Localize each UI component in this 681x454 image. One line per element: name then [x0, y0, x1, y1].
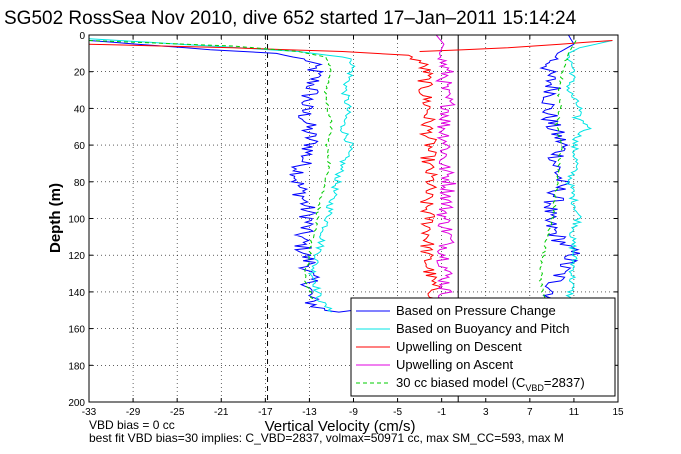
y-tick-label: 0 — [79, 31, 85, 42]
y-tick-label: 20 — [74, 68, 86, 79]
legend-label-ascent: Upwelling on Ascent — [396, 357, 513, 372]
series-line-2-panel-0 — [89, 43, 442, 302]
series-line-4-panel-1 — [538, 40, 577, 302]
y-tick-label: 140 — [68, 288, 85, 299]
legend-label-model: 30 cc biased model (CVBD=2837) — [396, 375, 585, 393]
x-axis-label: Vertical Velocity (cm/s) — [265, 418, 416, 435]
annotation-best-fit: best fit VBD bias=30 implies: C_VBD=2837… — [89, 431, 564, 445]
x-tick-label: -9 — [349, 407, 358, 418]
series-line-1-panel-0 — [89, 38, 356, 313]
legend-label-buoyancy: Based on Buoyancy and Pitch — [396, 321, 569, 336]
chart-title: SG502 RossSea Nov 2010, dive 652 started… — [4, 8, 577, 29]
y-tick-label: 60 — [74, 141, 86, 152]
series-line-4-panel-0 — [89, 40, 333, 302]
x-tick-label: -29 — [126, 407, 141, 418]
annotation-vbd-bias: VBD bias = 0 cc — [89, 418, 175, 432]
x-tick-label: 7 — [527, 407, 533, 418]
legend-box — [350, 297, 616, 397]
x-tick-label: -5 — [393, 407, 402, 418]
x-tick-label: 15 — [612, 407, 624, 418]
y-tick-label: 200 — [68, 398, 85, 409]
series-group — [89, 35, 613, 313]
y-tick-label: 160 — [68, 325, 85, 336]
y-tick-label: 100 — [68, 215, 85, 226]
legend-label-pressure: Based on Pressure Change — [396, 303, 556, 318]
x-tick-label: -13 — [302, 407, 317, 418]
x-tick-label: -1 — [437, 407, 446, 418]
x-tick-label: 3 — [483, 407, 489, 418]
y-axis-label: Depth (m) — [47, 183, 64, 253]
y-tick-label: 40 — [74, 104, 86, 115]
y-tick-label: 120 — [68, 251, 85, 262]
series-line-3-panel-0 — [434, 35, 457, 308]
x-tick-label: -25 — [170, 407, 185, 418]
series-line-2-panel-1 — [419, 40, 613, 52]
tick-labels: -33 -29 -25 -21 -17 -13 -9 -5 -1 3 7 11 150204060801… — [68, 31, 624, 418]
x-tick-label: -33 — [82, 407, 97, 418]
grid — [89, 35, 618, 402]
series-line-0-panel-0 — [89, 40, 354, 313]
series-line-0-panel-1 — [539, 35, 581, 302]
x-tick-label: -17 — [258, 407, 273, 418]
series-line-1-panel-1 — [565, 40, 613, 302]
x-tick-label: -21 — [214, 407, 229, 418]
legend-label-descent: Upwelling on Descent — [396, 339, 522, 354]
legend: Based on Pressure Change Based on Buoyan… — [350, 297, 616, 397]
x-tick-label: 11 — [569, 407, 580, 418]
y-tick-label: 180 — [68, 361, 85, 372]
y-tick-label: 80 — [74, 178, 86, 189]
